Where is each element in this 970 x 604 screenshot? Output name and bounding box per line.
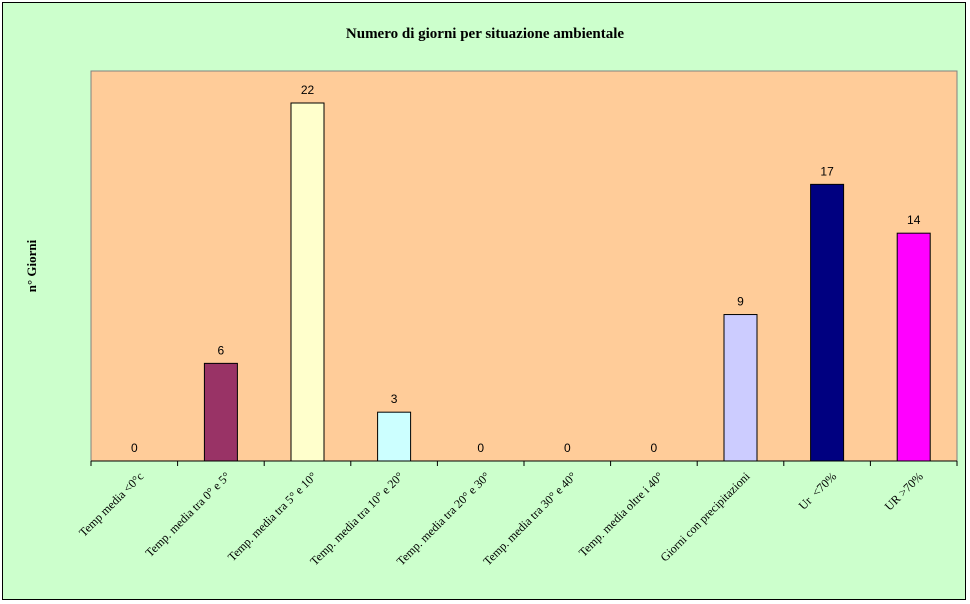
- y-axis-label: n° Giorni: [24, 239, 39, 292]
- data-label: 3: [391, 392, 398, 406]
- bar: [723, 314, 758, 462]
- data-label: 22: [301, 83, 315, 97]
- x-tick-label: Temp. media tra 10° e 20°: [307, 469, 406, 568]
- data-label: 6: [218, 343, 225, 357]
- data-label: 0: [477, 441, 484, 455]
- x-tick-label: Giorni con precipitazioni: [657, 469, 753, 565]
- x-tick-label: Temp. media tra 30° e 40°: [480, 469, 579, 568]
- x-tick-label: Temp. media tra 20° e 30°: [394, 469, 493, 568]
- chart-title: Numero di giorni per situazione ambienta…: [346, 26, 625, 42]
- x-tick-label: Temp. media oltre i 40°: [576, 469, 666, 559]
- x-tick-label: Temp. media tra 0° e 5°: [142, 469, 233, 560]
- data-label: 0: [131, 441, 138, 455]
- bar: [290, 102, 325, 462]
- data-label: 17: [820, 164, 834, 178]
- bar: [203, 362, 238, 462]
- x-tick-label: Ur <70%: [796, 469, 839, 512]
- data-label: 9: [737, 295, 744, 309]
- data-label: 0: [564, 441, 571, 455]
- bar: [810, 183, 845, 462]
- x-tick-label: Temp. media tra 5° e 10°: [225, 469, 320, 564]
- bar: [377, 411, 412, 462]
- bar: [896, 232, 931, 462]
- x-tick-label: UR >70%: [882, 469, 926, 513]
- x-tick-label: Temp media <0°c: [76, 469, 146, 539]
- data-label: 0: [651, 441, 658, 455]
- data-label: 14: [907, 213, 921, 227]
